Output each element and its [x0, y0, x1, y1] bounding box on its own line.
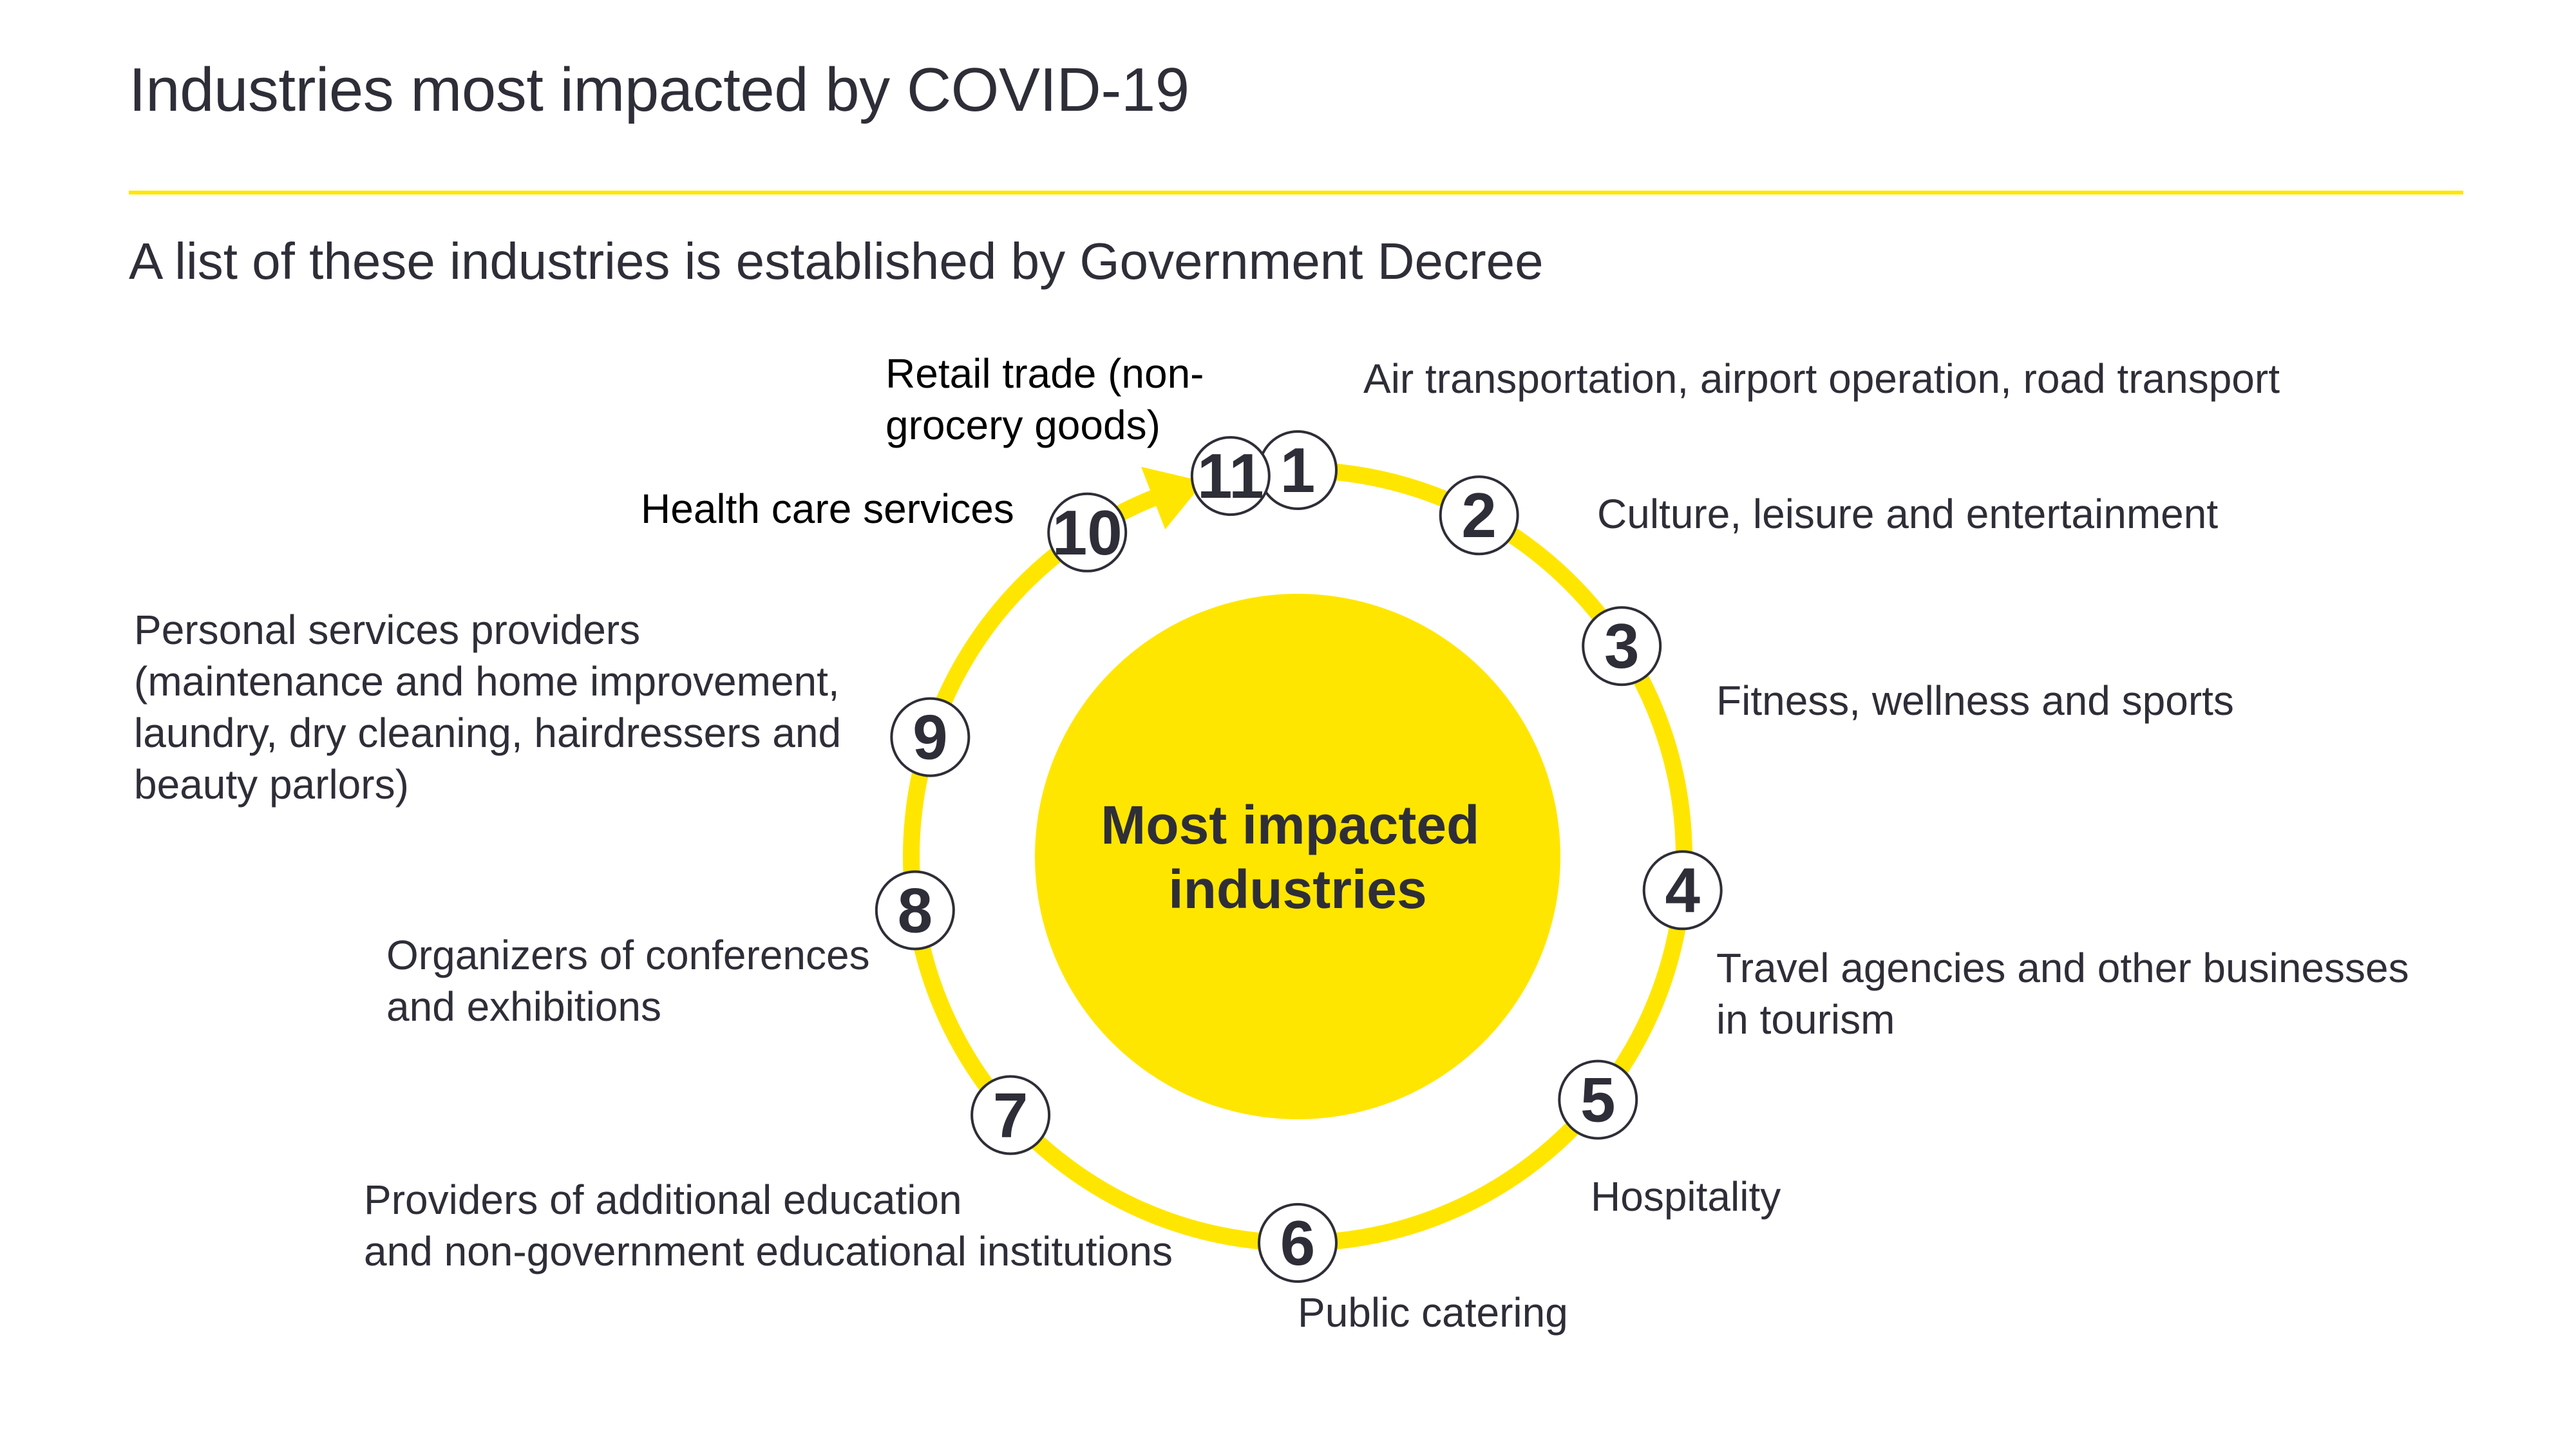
industry-label-9: Personal services providers (maintenance … — [134, 607, 841, 808]
page-title: Industries most impacted by COVID-19 — [129, 55, 1189, 124]
industry-label-1: Air transportation, airport operation, r… — [1363, 355, 2280, 402]
industry-node-circle — [1047, 492, 1128, 573]
industry-node-circle — [1642, 850, 1723, 931]
industry-node-11: 11 — [1190, 436, 1271, 516]
industry-node-circle — [875, 870, 955, 951]
industry-label-11: Retail trade (non-grocery goods) — [886, 350, 1204, 448]
industry-number: 6 — [1280, 1208, 1316, 1278]
industry-number: 8 — [898, 875, 933, 946]
industry-node-circle — [1258, 1203, 1338, 1283]
center-circle — [1035, 594, 1560, 1119]
industry-number: 2 — [1461, 480, 1497, 551]
industry-node-circle — [1582, 606, 1662, 687]
industry-node-circle — [1439, 475, 1519, 556]
center-label-line: industries — [1168, 859, 1426, 920]
industry-number: 10 — [1052, 497, 1122, 568]
industry-label-10: Health care services — [641, 486, 1014, 532]
industry-label-4: Travel agencies and other businesses in t… — [1716, 945, 2409, 1043]
industry-label-line: Organizers of conferences — [386, 932, 870, 978]
industry-number: 3 — [1604, 611, 1640, 681]
industry-node-6: 6 — [1258, 1203, 1338, 1283]
industry-node-4: 4 — [1642, 850, 1723, 931]
industry-label-line: Travel agencies and other businesses — [1716, 945, 2409, 991]
industry-node-7: 7 — [971, 1075, 1051, 1155]
center-label: Most impacted industries — [1101, 795, 1494, 920]
title-divider — [129, 191, 2463, 194]
industry-node-circle — [890, 697, 971, 777]
industry-label-7: Providers of additional education and non… — [364, 1177, 1173, 1274]
industry-label-line: Personal services providers — [134, 607, 640, 653]
industry-label-line: Retail trade (non- — [886, 350, 1204, 397]
industry-node-10: 10 — [1047, 492, 1128, 573]
industry-label-8: Organizers of conferences and exhibitions — [386, 932, 870, 1030]
page-subtitle: A list of these industries is establishe… — [129, 232, 1544, 290]
industry-labels: Air transportation, airport operation, r… — [134, 350, 2409, 1336]
industry-node-8: 8 — [875, 870, 955, 951]
industry-node-circle — [1190, 436, 1271, 516]
industry-label-line: Hospitality — [1591, 1173, 1781, 1220]
industry-label-line: Fitness, wellness and sports — [1716, 677, 2234, 724]
industry-label-3: Fitness, wellness and sports — [1716, 677, 2234, 724]
industry-node-9: 9 — [890, 697, 971, 777]
industry-label-6: Public catering — [1298, 1289, 1568, 1336]
industry-label-line: and non-government educational instituti… — [364, 1228, 1173, 1274]
industry-label-2: Culture, leisure and entertainment — [1597, 491, 2218, 537]
industry-node-circle — [971, 1075, 1051, 1155]
industry-number: 5 — [1580, 1065, 1616, 1135]
industry-label-line: Providers of additional education — [364, 1177, 962, 1223]
industry-node-3: 3 — [1582, 606, 1662, 687]
industry-label-line: Health care services — [641, 486, 1014, 532]
industry-number: 4 — [1665, 855, 1700, 925]
industry-number: 7 — [993, 1079, 1028, 1150]
industry-node-1: 1 — [1258, 430, 1338, 510]
industry-node-5: 5 — [1558, 1059, 1638, 1140]
industry-node-circle — [1558, 1059, 1638, 1140]
industry-node-2: 2 — [1439, 475, 1519, 556]
industry-number: 9 — [913, 702, 948, 773]
industry-label-line: Public catering — [1298, 1289, 1568, 1336]
industry-label-line: beauty parlors) — [134, 761, 409, 808]
industry-label-line: laundry, dry cleaning, hairdressers and — [134, 710, 841, 756]
industry-label-line: Culture, leisure and entertainment — [1597, 491, 2218, 537]
industry-number: 1 — [1280, 435, 1316, 506]
center-label-line: Most impacted — [1101, 795, 1479, 855]
industry-label-line: (maintenance and home improvement, — [134, 658, 840, 705]
industry-number: 11 — [1197, 440, 1264, 511]
industry-label-line: grocery goods) — [886, 402, 1160, 448]
cycle-arrowhead — [1141, 466, 1204, 529]
industry-label-5: Hospitality — [1591, 1173, 1781, 1220]
industry-label-line: and exhibitions — [386, 983, 661, 1030]
industry-label-line: in tourism — [1716, 996, 1895, 1043]
industry-nodes: 1 2 3 4 5 6 7 8 9 10 11 — [875, 430, 1723, 1283]
industry-label-line: Air transportation, airport operation, r… — [1363, 355, 2280, 402]
